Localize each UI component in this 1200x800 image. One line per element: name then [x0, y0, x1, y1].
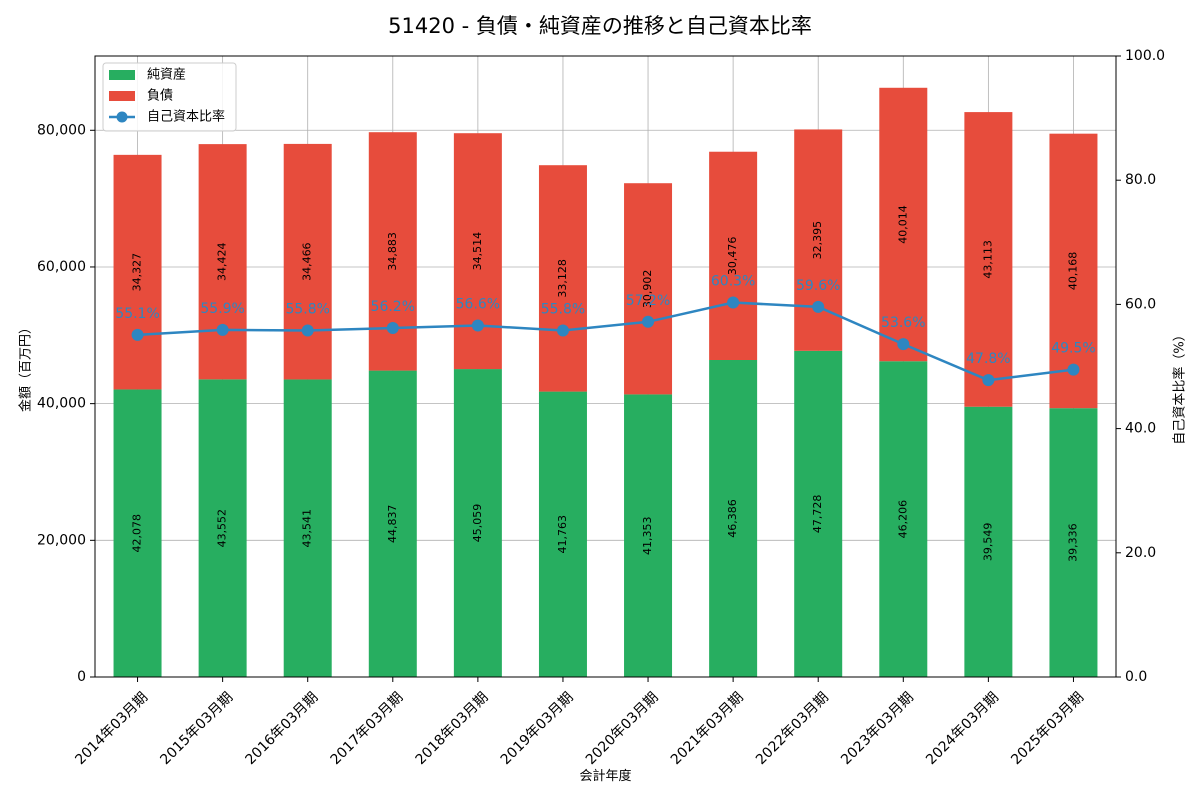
- bar-label-net-assets: 41,763: [556, 515, 569, 554]
- y2-tick-label: 60.0: [1125, 296, 1156, 312]
- bar-net-assets[interactable]: [453, 369, 502, 677]
- ratio-label: 56.2%: [371, 299, 415, 315]
- legend-label: 純資産: [147, 67, 186, 83]
- bar-label-liabilities: 34,466: [301, 242, 314, 281]
- y2-tick-label: 0.0: [1125, 669, 1147, 685]
- bar-net-assets[interactable]: [879, 361, 928, 677]
- y-tick-label: 80,000: [37, 122, 86, 138]
- bar-label-net-assets: 39,336: [1066, 523, 1079, 562]
- bar-label-liabilities: 43,113: [981, 240, 994, 279]
- y2-tick-label: 100.0: [1125, 48, 1165, 64]
- bar-net-assets[interactable]: [113, 389, 162, 677]
- bar-label-liabilities: 30,476: [726, 237, 739, 275]
- legend-label: 自己資本比率: [147, 109, 225, 125]
- ratio-label: 56.6%: [456, 297, 500, 313]
- y-tick-label: 40,000: [37, 396, 86, 412]
- y-tick-label: 20,000: [37, 532, 86, 548]
- bar-net-assets[interactable]: [538, 391, 587, 677]
- bar-net-assets[interactable]: [964, 406, 1013, 677]
- bar-label-liabilities: 32,395: [811, 221, 824, 260]
- bar-liabilities[interactable]: [964, 112, 1013, 407]
- ratio-label: 55.9%: [200, 301, 244, 317]
- bar-net-assets[interactable]: [368, 370, 417, 677]
- ratio-label: 49.5%: [1051, 341, 1095, 357]
- ratio-label: 55.8%: [285, 301, 329, 317]
- bar-net-assets[interactable]: [794, 350, 843, 677]
- ratio-point[interactable]: [471, 319, 484, 332]
- x-axis-title: 会計年度: [579, 768, 631, 784]
- y-tick-label: 0: [77, 669, 86, 685]
- y-tick-label: 60,000: [37, 259, 86, 275]
- bar-label-net-assets: 45,059: [471, 504, 484, 543]
- y2-tick-label: 80.0: [1125, 172, 1156, 188]
- ratio-label: 53.6%: [881, 315, 925, 331]
- bar-liabilities[interactable]: [198, 144, 247, 380]
- ratio-point[interactable]: [642, 315, 655, 328]
- ratio-point[interactable]: [727, 296, 740, 309]
- bar-label-net-assets: 41,353: [641, 516, 654, 555]
- bar-label-net-assets: 43,552: [216, 509, 229, 548]
- ratio-label: 47.8%: [966, 351, 1010, 367]
- bar-label-net-assets: 46,206: [896, 500, 909, 539]
- bar-net-assets[interactable]: [283, 379, 332, 677]
- bar-liabilities[interactable]: [283, 143, 332, 380]
- bar-label-net-assets: 44,837: [386, 505, 399, 544]
- legend-swatch: [109, 70, 135, 80]
- ratio-point[interactable]: [1067, 363, 1080, 376]
- bar-net-assets[interactable]: [624, 394, 673, 677]
- ratio-label: 55.1%: [115, 306, 159, 322]
- ratio-point[interactable]: [556, 324, 569, 337]
- bar-label-net-assets: 47,728: [811, 495, 824, 534]
- bar-net-assets[interactable]: [709, 360, 758, 677]
- bar-liabilities[interactable]: [624, 183, 673, 395]
- bar-label-liabilities: 40,168: [1066, 252, 1079, 291]
- legend-box: [102, 62, 237, 132]
- ratio-point[interactable]: [812, 300, 825, 313]
- ratio-label: 55.8%: [541, 301, 585, 317]
- bar-net-assets[interactable]: [1049, 408, 1098, 677]
- legend-label: 負債: [147, 89, 173, 104]
- bar-label-liabilities: 34,514: [471, 232, 484, 271]
- bar-label-liabilities: 34,327: [131, 253, 144, 292]
- bar-label-liabilities: 30,902: [641, 270, 654, 309]
- bar-label-liabilities: 34,883: [386, 232, 399, 271]
- bar-liabilities[interactable]: [709, 151, 758, 361]
- ratio-label: 60.3%: [711, 274, 755, 290]
- legend-swatch: [109, 91, 135, 101]
- ratio-point[interactable]: [131, 328, 144, 341]
- y2-tick-label: 20.0: [1125, 545, 1156, 561]
- ratio-line: [137, 301, 1074, 382]
- bar-label-net-assets: 42,078: [131, 514, 144, 553]
- bar-liabilities[interactable]: [1049, 133, 1098, 409]
- bar-label-liabilities: 33,128: [556, 259, 569, 298]
- bar-label-liabilities: 40,014: [896, 205, 909, 244]
- legend-marker: [116, 111, 128, 123]
- bar-label-net-assets: 39,549: [981, 523, 994, 562]
- y-axis-title: 金額（百万円）: [18, 321, 34, 412]
- bar-label-net-assets: 46,386: [726, 499, 739, 538]
- bar-label-net-assets: 43,541: [301, 509, 314, 548]
- ratio-point[interactable]: [386, 321, 399, 334]
- bar-liabilities[interactable]: [113, 154, 162, 390]
- bar-liabilities[interactable]: [879, 87, 928, 362]
- y2-tick-label: 40.0: [1125, 421, 1156, 437]
- ratio-point[interactable]: [897, 338, 910, 351]
- ratio-label: 57.2%: [626, 293, 670, 309]
- ratio-point[interactable]: [216, 323, 229, 336]
- bar-net-assets[interactable]: [198, 379, 247, 677]
- plot-frame: [94, 55, 1117, 678]
- bar-label-liabilities: 34,424: [216, 242, 229, 281]
- ratio-label: 59.6%: [796, 278, 840, 294]
- bar-liabilities[interactable]: [538, 165, 587, 392]
- ratio-point[interactable]: [982, 374, 995, 387]
- chart-title: 51420 - 負債・純資産の推移と自己資本比率: [388, 14, 812, 38]
- y2-axis-title: 自己資本比率（%）: [1172, 328, 1188, 444]
- ratio-point[interactable]: [301, 324, 314, 337]
